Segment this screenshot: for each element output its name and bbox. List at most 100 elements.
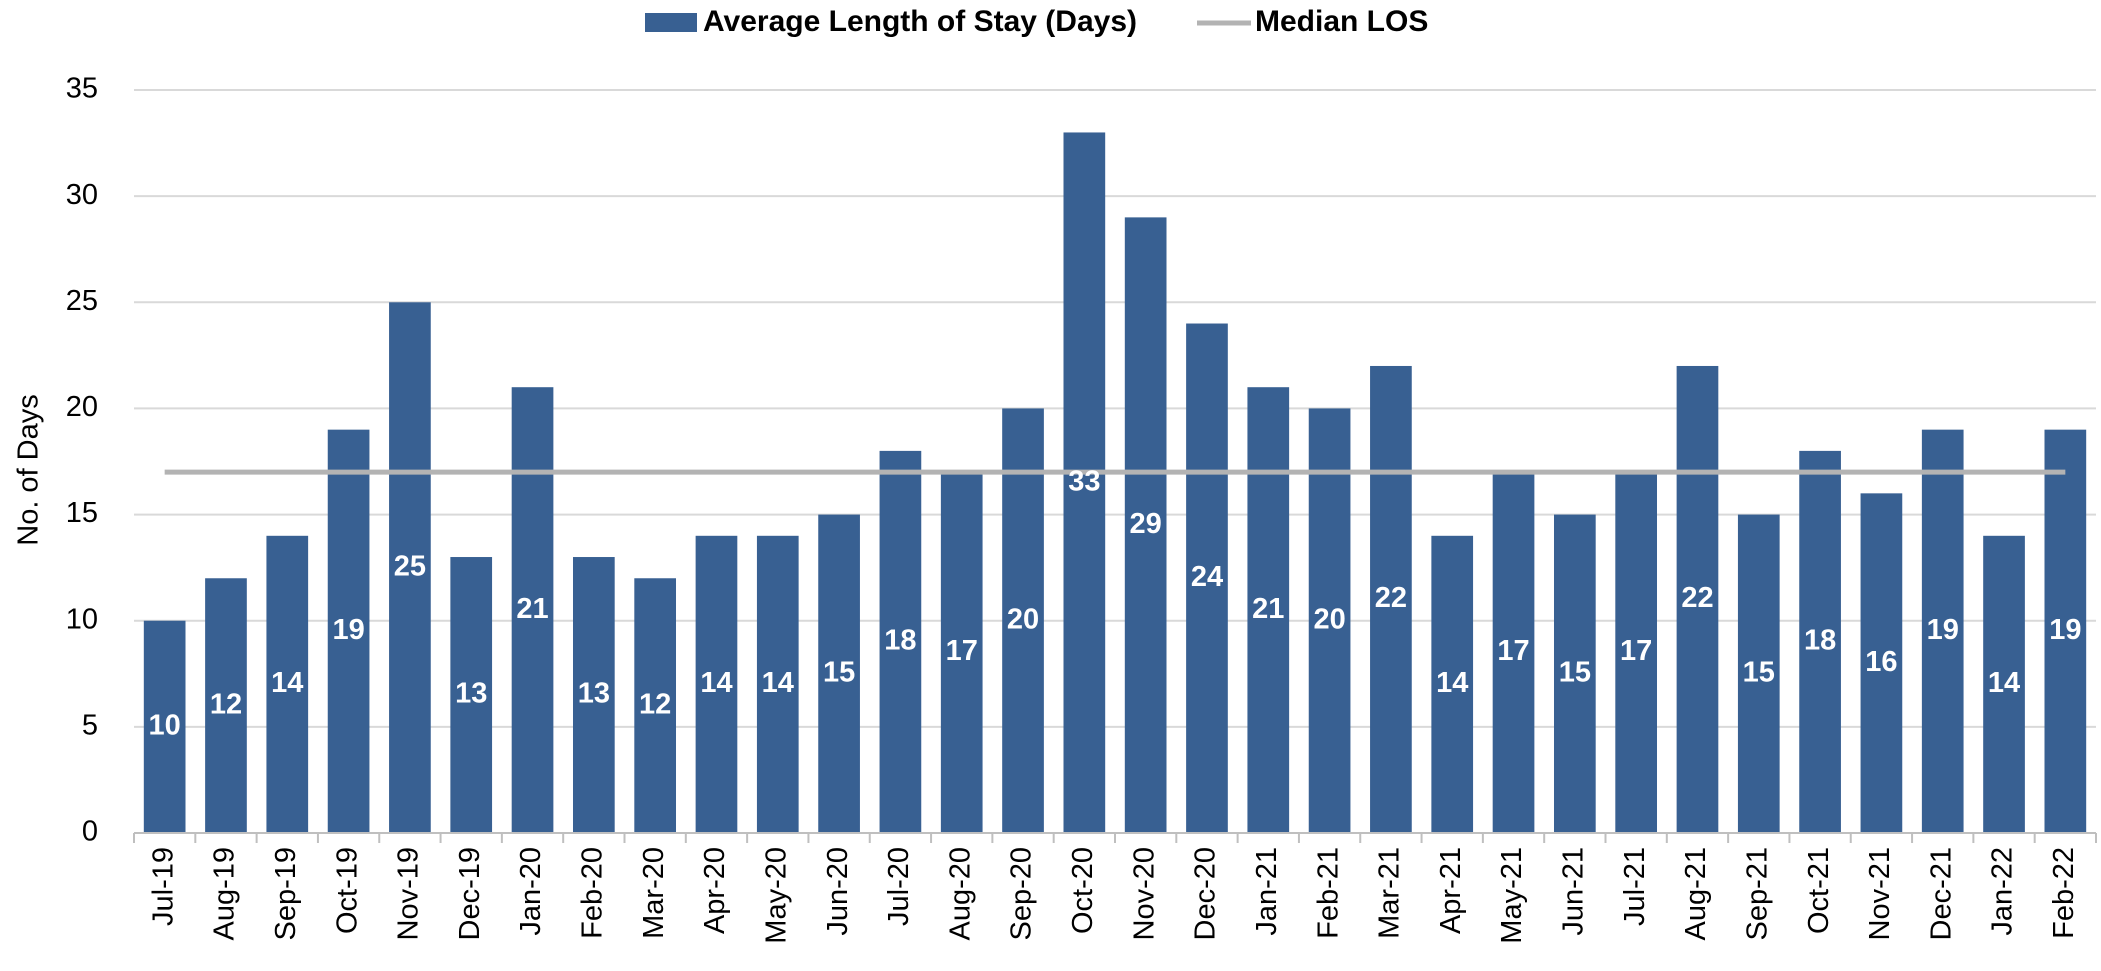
y-tick-label: 25 bbox=[66, 285, 98, 317]
x-tick-label: Dec-20 bbox=[1190, 847, 1222, 941]
legend-label: Average Length of Stay (Days) bbox=[703, 5, 1137, 38]
x-tick-label: Jul-19 bbox=[147, 847, 179, 926]
data-label: 17 bbox=[1497, 635, 1529, 667]
y-tick-label: 30 bbox=[66, 179, 98, 211]
data-label: 22 bbox=[1375, 582, 1407, 614]
data-label: 14 bbox=[1436, 667, 1468, 699]
x-tick-label: Oct-21 bbox=[1803, 847, 1835, 934]
bar bbox=[1370, 365, 1412, 833]
bar bbox=[1860, 493, 1903, 833]
x-tick-label: Sep-19 bbox=[270, 847, 302, 941]
x-tick-label: Dec-21 bbox=[1925, 847, 1957, 941]
x-tick-label: Sep-20 bbox=[1006, 847, 1038, 941]
x-tick-label: May-20 bbox=[760, 847, 792, 944]
data-label: 21 bbox=[1252, 593, 1284, 625]
x-tick-label: Aug-20 bbox=[944, 847, 976, 941]
x-tick-label: Apr-20 bbox=[699, 847, 731, 934]
bar bbox=[1553, 514, 1596, 833]
bar bbox=[1615, 472, 1658, 833]
x-tick-label: Nov-21 bbox=[1864, 847, 1896, 941]
bar bbox=[1186, 323, 1228, 833]
y-tick-label: 5 bbox=[82, 710, 98, 742]
data-label: 13 bbox=[578, 678, 610, 710]
bar bbox=[450, 557, 493, 833]
bar bbox=[205, 578, 247, 833]
x-tick-label: Feb-21 bbox=[1312, 847, 1344, 939]
bar bbox=[572, 557, 615, 833]
x-tick-label: Jan-22 bbox=[1987, 847, 2019, 936]
bar bbox=[756, 535, 799, 833]
x-tick-label: Mar-20 bbox=[638, 847, 670, 939]
data-label: 16 bbox=[1865, 646, 1897, 678]
x-tick-label: Jun-21 bbox=[1558, 847, 1590, 936]
x-tick-label: Oct-20 bbox=[1067, 847, 1099, 934]
data-label: 10 bbox=[149, 710, 181, 742]
x-tick-label: Apr-21 bbox=[1435, 847, 1467, 934]
data-label: 22 bbox=[1681, 582, 1713, 614]
data-label: 18 bbox=[884, 625, 916, 657]
data-label: 21 bbox=[516, 593, 548, 625]
x-tick-label: Feb-20 bbox=[577, 847, 609, 939]
bar bbox=[1124, 217, 1167, 833]
data-label: 13 bbox=[455, 678, 487, 710]
bar bbox=[266, 535, 309, 833]
bar bbox=[389, 302, 431, 833]
bar bbox=[1921, 429, 1964, 833]
y-tick-label: 10 bbox=[66, 603, 98, 635]
data-label: 15 bbox=[1743, 656, 1775, 688]
x-tick-label: Nov-20 bbox=[1128, 847, 1160, 941]
data-label: 20 bbox=[1007, 603, 1039, 635]
x-tick-label: Dec-19 bbox=[454, 847, 486, 941]
y-tick-label: 15 bbox=[66, 497, 98, 529]
bar bbox=[1247, 387, 1290, 833]
bar bbox=[634, 578, 677, 833]
bar bbox=[1799, 450, 1841, 833]
x-tick-label: Jul-20 bbox=[883, 847, 915, 926]
bar bbox=[1063, 132, 1106, 833]
x-tick-label: Aug-21 bbox=[1680, 847, 1712, 941]
x-tick-label: Aug-19 bbox=[209, 847, 241, 941]
x-tick-label: May-21 bbox=[1496, 847, 1528, 944]
bar bbox=[511, 387, 554, 833]
data-label: 14 bbox=[271, 667, 303, 699]
x-tick-label: Jul-21 bbox=[1619, 847, 1651, 926]
bar bbox=[2044, 429, 2087, 833]
y-tick-label: 20 bbox=[66, 391, 98, 423]
data-label: 33 bbox=[1068, 465, 1100, 497]
data-label: 25 bbox=[394, 550, 426, 582]
x-tick-label: Jun-20 bbox=[822, 847, 854, 936]
data-label: 14 bbox=[700, 667, 732, 699]
data-label: 18 bbox=[1804, 625, 1836, 657]
data-label: 17 bbox=[946, 635, 978, 667]
x-tick-label: Sep-21 bbox=[1741, 847, 1773, 941]
bar bbox=[143, 620, 186, 833]
bar bbox=[1492, 472, 1535, 833]
x-tick-label: Feb-22 bbox=[2048, 847, 2080, 939]
data-label: 15 bbox=[1559, 656, 1591, 688]
bar bbox=[1431, 535, 1474, 833]
legend-swatch bbox=[645, 13, 697, 32]
y-tick-label: 35 bbox=[66, 73, 98, 105]
bar bbox=[1737, 514, 1780, 833]
data-label: 19 bbox=[332, 614, 364, 646]
data-label: 24 bbox=[1191, 561, 1223, 593]
bar bbox=[1676, 365, 1719, 833]
x-tick-label: Nov-19 bbox=[393, 847, 425, 941]
x-tick-label: Jan-21 bbox=[1251, 847, 1283, 936]
data-label: 12 bbox=[639, 688, 671, 720]
bar bbox=[1308, 408, 1351, 833]
legend-label: Median LOS bbox=[1255, 5, 1428, 38]
data-label: 17 bbox=[1620, 635, 1652, 667]
bar bbox=[1983, 535, 2025, 833]
bar bbox=[695, 535, 738, 833]
data-label: 14 bbox=[762, 667, 794, 699]
data-label: 12 bbox=[210, 688, 242, 720]
y-tick-label: 0 bbox=[82, 816, 98, 848]
data-label: 19 bbox=[1927, 614, 1959, 646]
y-axis-title: No. of Days bbox=[13, 394, 45, 546]
data-label: 14 bbox=[1988, 667, 2020, 699]
bar bbox=[940, 472, 983, 833]
x-tick-label: Mar-21 bbox=[1374, 847, 1406, 939]
bar bbox=[818, 514, 860, 833]
